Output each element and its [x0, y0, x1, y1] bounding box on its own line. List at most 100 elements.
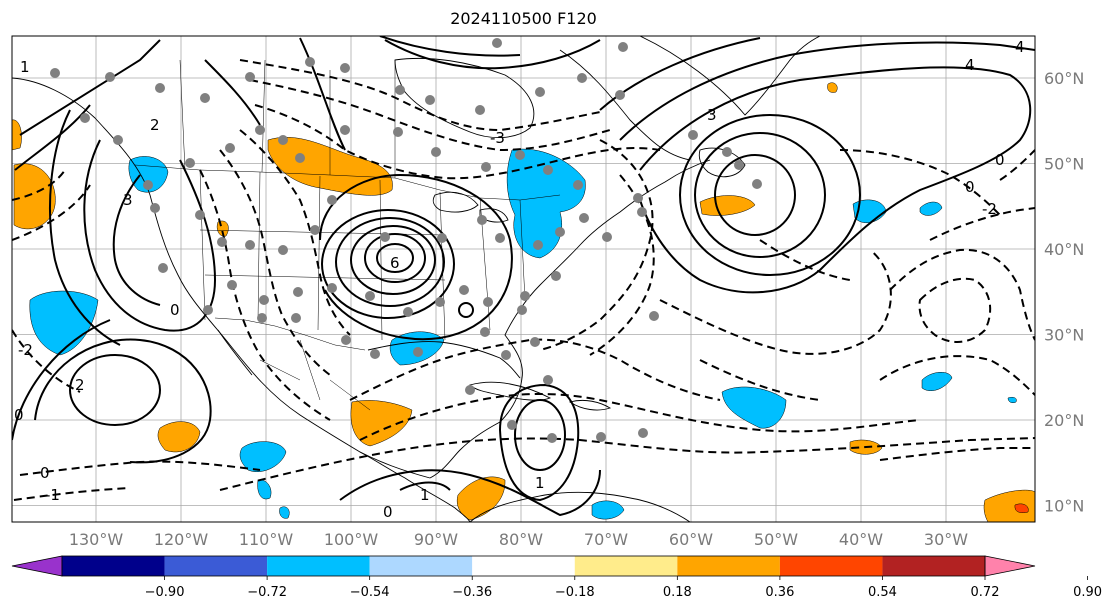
- contour-label: 0: [383, 503, 393, 521]
- contour-label: 0: [995, 151, 1005, 169]
- contour-line: [379, 36, 521, 57]
- contour-line: [350, 225, 436, 295]
- contour-line: [679, 114, 861, 276]
- colorbar-tick-label: −0.18: [555, 585, 595, 600]
- station-marker: [291, 313, 301, 323]
- station-marker: [579, 213, 589, 223]
- station-marker: [477, 215, 487, 225]
- station-marker: [340, 63, 350, 73]
- station-marker: [435, 297, 445, 307]
- contour-label: 3: [707, 106, 717, 124]
- latitude-label: 20°N: [1044, 411, 1084, 430]
- station-marker: [80, 113, 90, 123]
- colorbar-tick-label: −0.90: [145, 585, 185, 600]
- central-america: [359, 451, 471, 522]
- orange-patch: [12, 119, 22, 151]
- station-marker: [722, 147, 732, 157]
- station-marker: [200, 93, 210, 103]
- contour-line: [699, 359, 821, 401]
- contour-line: [929, 207, 1035, 241]
- station-marker: [437, 233, 447, 243]
- contour-line: [359, 393, 921, 441]
- political-borders: [134, 59, 561, 411]
- station-marker: [637, 207, 647, 217]
- station-marker: [195, 210, 205, 220]
- longitude-label: 100°W: [324, 530, 379, 549]
- contour-line: [498, 383, 580, 502]
- station-marker: [278, 245, 288, 255]
- coastlines: [12, 36, 821, 522]
- map-frame: [11, 35, 1036, 523]
- station-marker: [533, 240, 543, 250]
- blue-patch: [921, 372, 953, 391]
- station-marker: [370, 349, 380, 359]
- contour-label: 4: [965, 56, 975, 74]
- station-marker: [618, 42, 628, 52]
- station-marker: [734, 160, 744, 170]
- station-marker: [395, 85, 405, 95]
- contour-label: 0: [170, 301, 180, 319]
- gulf-coast: [367, 341, 521, 379]
- station-marker: [555, 227, 565, 237]
- station-marker: [225, 143, 235, 153]
- contour-label: 2: [150, 116, 160, 134]
- contour-line: [321, 209, 455, 319]
- station-marker: [255, 125, 265, 135]
- contour-line: [112, 174, 161, 306]
- blue-patch: [591, 500, 625, 520]
- contour-label: 3: [123, 191, 133, 209]
- station-marker: [257, 313, 267, 323]
- state-lines: [199, 169, 526, 341]
- colorbar-tick-label: 0.36: [765, 585, 794, 600]
- station-marker: [113, 135, 123, 145]
- longitude-label: 40°W: [839, 530, 883, 549]
- orange-patch: [699, 195, 756, 216]
- contour-line: [219, 437, 1035, 491]
- blue-patch: [257, 479, 272, 500]
- contour-line: [399, 481, 451, 491]
- station-marker: [245, 240, 255, 250]
- station-marker: [481, 162, 491, 172]
- orange-patch: [350, 400, 413, 447]
- contour-line: [918, 277, 992, 343]
- mexico-states: [259, 339, 371, 411]
- station-marker: [596, 432, 606, 442]
- contour-label: -2: [982, 200, 997, 218]
- station-marker: [480, 327, 490, 337]
- orange-patch: [983, 489, 1035, 522]
- contour-label: 1: [20, 58, 30, 76]
- contour-line: [204, 59, 261, 126]
- contour-line: [458, 302, 474, 318]
- station-marker: [393, 127, 403, 137]
- station-marker: [543, 165, 553, 175]
- contour-line: [599, 37, 761, 111]
- colorbar-segment: [677, 556, 780, 576]
- longitude-labels: 130°W 120°W 110°W 100°W 90°W 80°W 70°W 60°W 50°W…: [69, 530, 968, 549]
- contour-line: [364, 233, 426, 283]
- station-marker: [327, 283, 337, 293]
- colorbar-tick-label: −0.36: [452, 585, 492, 600]
- station-marker: [380, 232, 390, 242]
- station-marker: [185, 158, 195, 168]
- contour-label: -3: [490, 129, 505, 147]
- contour-line: [69, 354, 161, 426]
- station-marker: [341, 335, 351, 345]
- blue-patch: [29, 290, 99, 356]
- colorbar-tick-label: −0.54: [350, 585, 390, 600]
- station-marker: [459, 285, 469, 295]
- longitude-label: 130°W: [69, 530, 124, 549]
- station-marker: [520, 291, 530, 301]
- contour-line: [384, 39, 601, 70]
- longitude-label: 50°W: [754, 530, 798, 549]
- contour-line: [376, 243, 414, 273]
- colorbar-tick-label: 0.72: [971, 585, 1000, 600]
- colorbar-tick-label: −0.72: [247, 585, 287, 600]
- contour-line: [999, 149, 1035, 181]
- contour-label: 2: [75, 376, 85, 394]
- contour-label: -2: [18, 341, 33, 359]
- contour-line: [83, 139, 217, 332]
- contour-line: [339, 469, 601, 517]
- station-markers: [50, 38, 762, 443]
- blue-patch: [721, 386, 787, 429]
- station-marker: [310, 225, 320, 235]
